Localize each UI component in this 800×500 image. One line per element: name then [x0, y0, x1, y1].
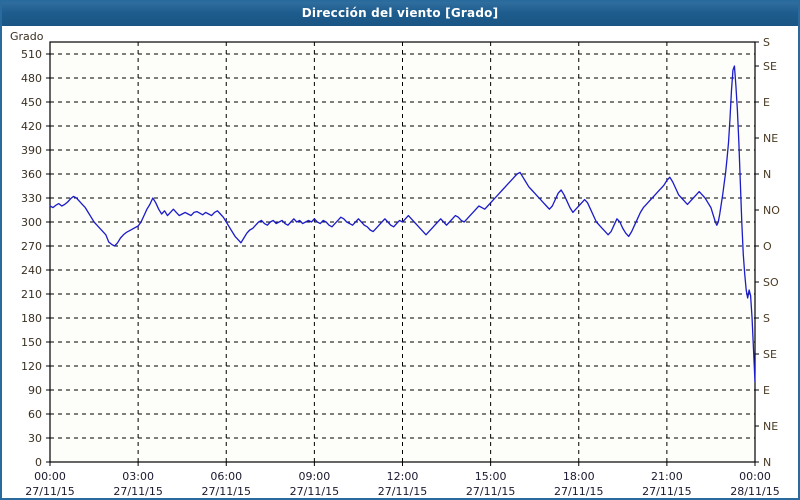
x-tick-date-label: 27/11/15 [642, 485, 691, 498]
y-tick-label: 300 [21, 216, 42, 229]
right-tick-label: S [763, 36, 770, 49]
y-axis-labels: 0 30 60 90 120 150 180 210 240 270 300 330 360 390 420… [21, 48, 42, 469]
x-tick-time-label: 18:00 [563, 470, 595, 483]
y-tick-label: 270 [21, 240, 42, 253]
y-tick-label: 30 [28, 432, 42, 445]
x-tick-time-label: 21:00 [651, 470, 683, 483]
right-tick-label: SE [763, 60, 777, 73]
x-axis-ticks [49, 462, 756, 466]
right-axis-ticks [755, 41, 759, 463]
y-tick-label: 210 [21, 288, 42, 301]
y-tick-label: 420 [21, 120, 42, 133]
window-title: Dirección del viento [Grado] [301, 6, 499, 20]
right-tick-label: E [763, 384, 770, 397]
y-tick-label: 0 [35, 456, 42, 469]
right-tick-label: O [763, 240, 772, 253]
y-tick-label: 390 [21, 144, 42, 157]
x-tick-time-label: 00:00 [34, 470, 66, 483]
wind-direction-series [49, 65, 756, 383]
right-axis-compass-labels: N NE E SE S SO O NO N NE E SE S [763, 36, 780, 469]
x-tick-time-label: 03:00 [122, 470, 154, 483]
y-tick-label: 330 [21, 192, 42, 205]
x-tick-time-label: 00:00 [739, 470, 771, 483]
y-tick-label: 90 [28, 384, 42, 397]
y-tick-label: 480 [21, 72, 42, 85]
x-tick-date-label: 28/11/15 [730, 485, 779, 498]
x-tick-time-label: 12:00 [387, 470, 419, 483]
x-tick-date-label: 27/11/15 [202, 485, 251, 498]
right-tick-label: N [763, 456, 771, 469]
right-tick-label: NE [763, 420, 778, 433]
right-tick-label: SO [763, 276, 779, 289]
chart-canvas-area: 0 30 60 90 120 150 180 210 240 270 300 330 360 390 420… [2, 27, 798, 498]
y-tick-label: 150 [21, 336, 42, 349]
gridlines [50, 42, 755, 462]
right-tick-label: E [763, 96, 770, 109]
right-tick-label: S [763, 312, 770, 325]
y-tick-label: 240 [21, 264, 42, 277]
x-tick-date-label: 27/11/15 [466, 485, 515, 498]
window-titlebar: Dirección del viento [Grado] [2, 2, 798, 27]
x-tick-date-label: 27/11/15 [378, 485, 427, 498]
y-tick-label: 120 [21, 360, 42, 373]
x-tick-time-label: 06:00 [210, 470, 242, 483]
x-tick-date-label: 27/11/15 [554, 485, 603, 498]
y-tick-label: 450 [21, 96, 42, 109]
x-tick-date-label: 27/11/15 [290, 485, 339, 498]
right-tick-label: SE [763, 348, 777, 361]
y-tick-label: 180 [21, 312, 42, 325]
x-tick-time-label: 15:00 [475, 470, 507, 483]
right-tick-label: N [763, 168, 771, 181]
x-tick-time-label: 09:00 [299, 470, 331, 483]
y-axis-ticks [46, 53, 50, 463]
x-axis-labels: 00:00 27/11/15 03:00 27/11/15 06:00 27/11/15 0… [25, 470, 779, 498]
x-tick-date-label: 27/11/15 [25, 485, 74, 498]
y-tick-label: 60 [28, 408, 42, 421]
x-tick-date-label: 27/11/15 [113, 485, 162, 498]
y-axis-unit-label: Grado [10, 30, 44, 43]
y-tick-label: 510 [21, 48, 42, 61]
y-tick-label: 360 [21, 168, 42, 181]
right-tick-label: NO [763, 204, 780, 217]
wind-direction-line-chart: 0 30 60 90 120 150 180 210 240 270 300 330 360 390 420… [10, 30, 780, 498]
right-tick-label: NE [763, 132, 778, 145]
